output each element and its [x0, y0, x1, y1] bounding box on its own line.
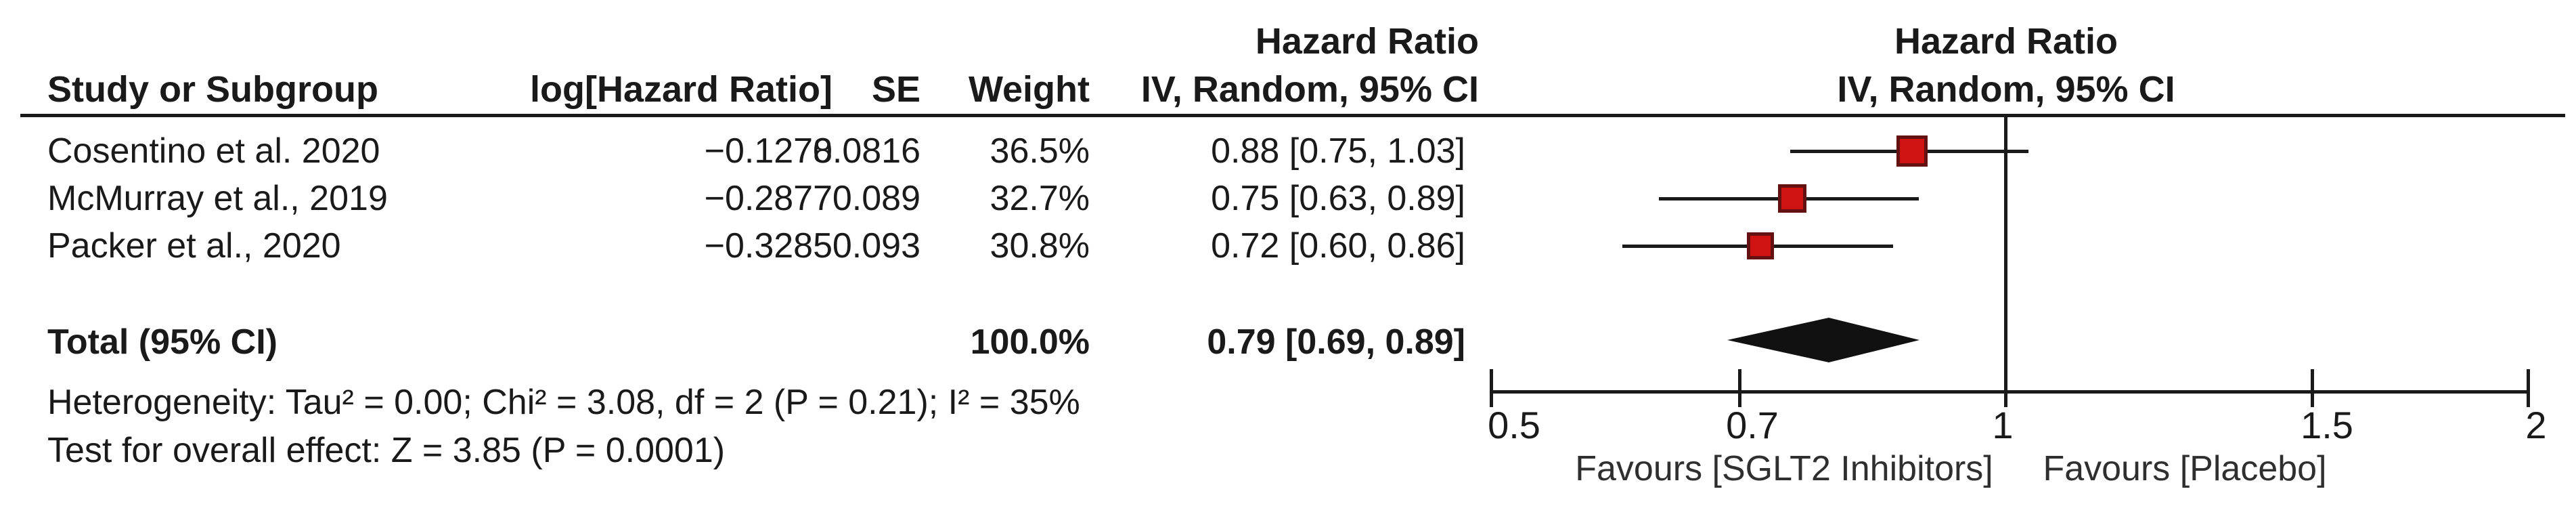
axis-tick-1_5 [2311, 369, 2314, 407]
favours-left-label: Favours [SGLT2 Inhibitors] [1575, 449, 1993, 488]
axis-label-1_5: 1.5 [2301, 404, 2353, 446]
axis-label-2: 2 [2525, 404, 2547, 446]
study-name: Packer et al., 2020 [47, 226, 341, 266]
total-label: Total (95% CI) [47, 322, 277, 362]
column-header-se: SE [871, 69, 920, 110]
study-weight: 30.8% [990, 226, 1090, 266]
axis-tick-0_7 [1738, 369, 1741, 407]
header-underline [20, 114, 2565, 117]
study-log-hr: −0.2877 [704, 179, 832, 218]
study-ci-text: 0.75 [0.63, 0.89] [1211, 179, 1465, 218]
study-se: 0.089 [832, 179, 920, 218]
pooled-effect-diamond [1727, 318, 1919, 362]
study-weight: 32.7% [990, 179, 1090, 218]
study-se: 0.0816 [812, 131, 920, 171]
plot-header-hazard-ratio: Hazard Ratio [1894, 21, 2118, 62]
point-estimate-square-mcmurray [1778, 184, 1806, 213]
heterogeneity-text: Heterogeneity: Tau² = 0.00; Chi² = 3.08,… [47, 383, 1080, 422]
column-header-weight: Weight [969, 69, 1090, 110]
plot-header-ci: IV, Random, 95% CI [1837, 69, 2175, 110]
point-estimate-square-cosentino [1896, 135, 1928, 167]
null-effect-line [2004, 114, 2007, 407]
study-log-hr: −0.3285 [704, 226, 832, 266]
column-header-log-hr: log[Hazard Ratio] [529, 69, 832, 110]
axis-label-0_5: 0.5 [1488, 404, 1540, 446]
study-ci-text: 0.88 [0.75, 1.03] [1211, 131, 1465, 171]
favours-right-label: Favours [Placebo] [2043, 449, 2327, 488]
study-name: Cosentino et al. 2020 [47, 131, 380, 171]
x-axis-line [1491, 390, 2529, 394]
axis-label-1: 1 [1992, 404, 2014, 446]
study-weight: 36.5% [990, 131, 1090, 171]
column-header-hazard-ratio-text: Hazard Ratio [1255, 21, 1479, 62]
study-log-hr: −0.1278 [704, 131, 832, 171]
axis-label-0_7: 0.7 [1726, 404, 1779, 446]
study-name: McMurray et al., 2019 [47, 179, 388, 218]
study-se: 0.093 [832, 226, 920, 266]
column-header-ci: IV, Random, 95% CI [1140, 69, 1479, 110]
total-weight: 100.0% [970, 322, 1090, 362]
column-header-study: Study or Subgroup [47, 69, 378, 110]
axis-tick-2 [2527, 369, 2530, 407]
study-ci-text: 0.72 [0.60, 0.86] [1211, 226, 1465, 266]
axis-tick-0_5 [1490, 369, 1493, 407]
total-ci-text: 0.79 [0.69, 0.89] [1207, 322, 1465, 362]
point-estimate-square-packer [1747, 232, 1774, 259]
overall-effect-text: Test for overall effect: Z = 3.85 (P = 0… [47, 431, 726, 470]
